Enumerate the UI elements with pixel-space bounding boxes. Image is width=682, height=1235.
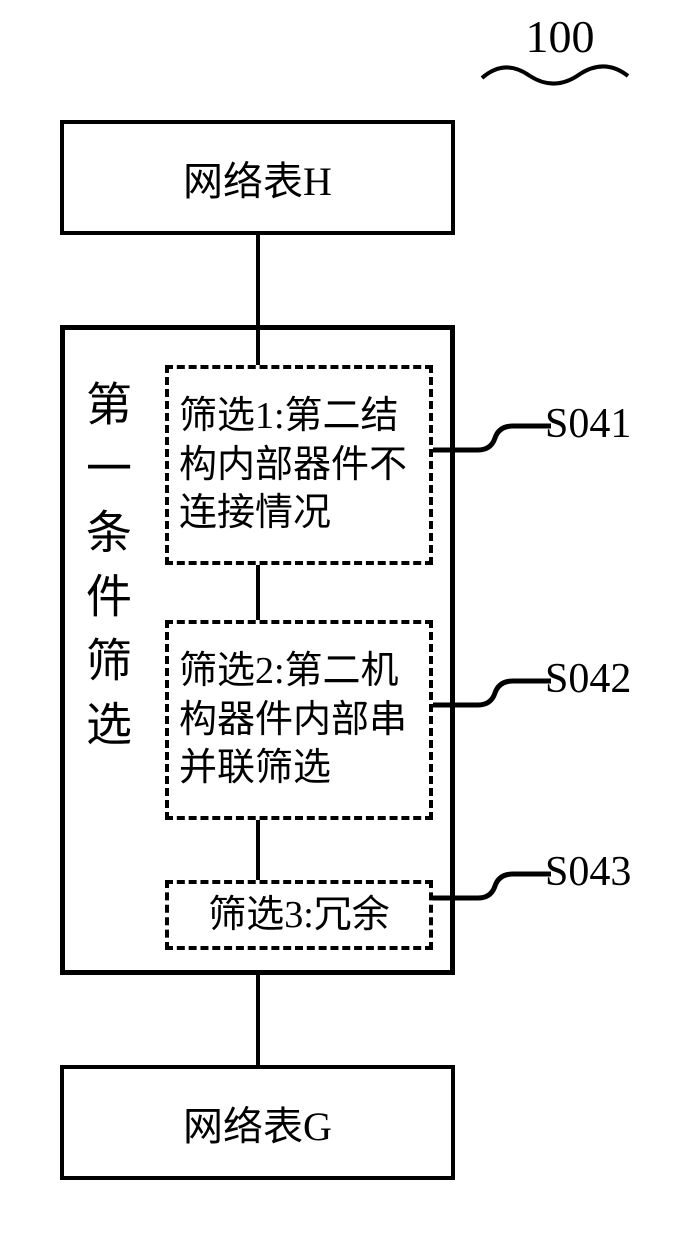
callout-line-1 — [433, 420, 553, 460]
figure-number: 100 — [500, 10, 620, 63]
step-3-label: 筛选3:冗余 — [208, 891, 390, 940]
callout-label-2: S042 — [545, 655, 631, 703]
main-box-title: 第一条件筛选 — [82, 380, 128, 764]
step-box-1: 筛选1:第二结构内部器件不连接情况 — [165, 365, 433, 565]
bottom-box: 网络表G — [60, 1065, 455, 1180]
connector-top-main — [256, 235, 260, 325]
bottom-box-label: 网络表G — [183, 1094, 332, 1152]
connector-entry — [256, 330, 260, 365]
callout-label-3: S043 — [545, 848, 631, 896]
connector-2-3 — [256, 820, 260, 880]
connector-1-2 — [256, 565, 260, 620]
step-box-2: 筛选2:第二机构器件内部串并联筛选 — [165, 620, 433, 820]
step-1-label: 筛选1:第二结构内部器件不连接情况 — [179, 392, 419, 538]
step-box-3: 筛选3:冗余 — [165, 880, 433, 950]
top-box: 网络表H — [60, 120, 455, 235]
callout-label-1: S041 — [545, 400, 631, 448]
callout-line-2 — [433, 675, 553, 715]
callout-line-3 — [433, 868, 553, 908]
top-box-label: 网络表H — [183, 149, 332, 207]
step-2-label: 筛选2:第二机构器件内部串并联筛选 — [179, 647, 419, 793]
figure-number-squiggle — [480, 62, 630, 90]
diagram-canvas: 100 网络表H 第一条件筛选 筛选1:第二结构内部器件不连接情况 筛选2:第二… — [0, 0, 682, 1235]
connector-main-bottom — [256, 975, 260, 1065]
